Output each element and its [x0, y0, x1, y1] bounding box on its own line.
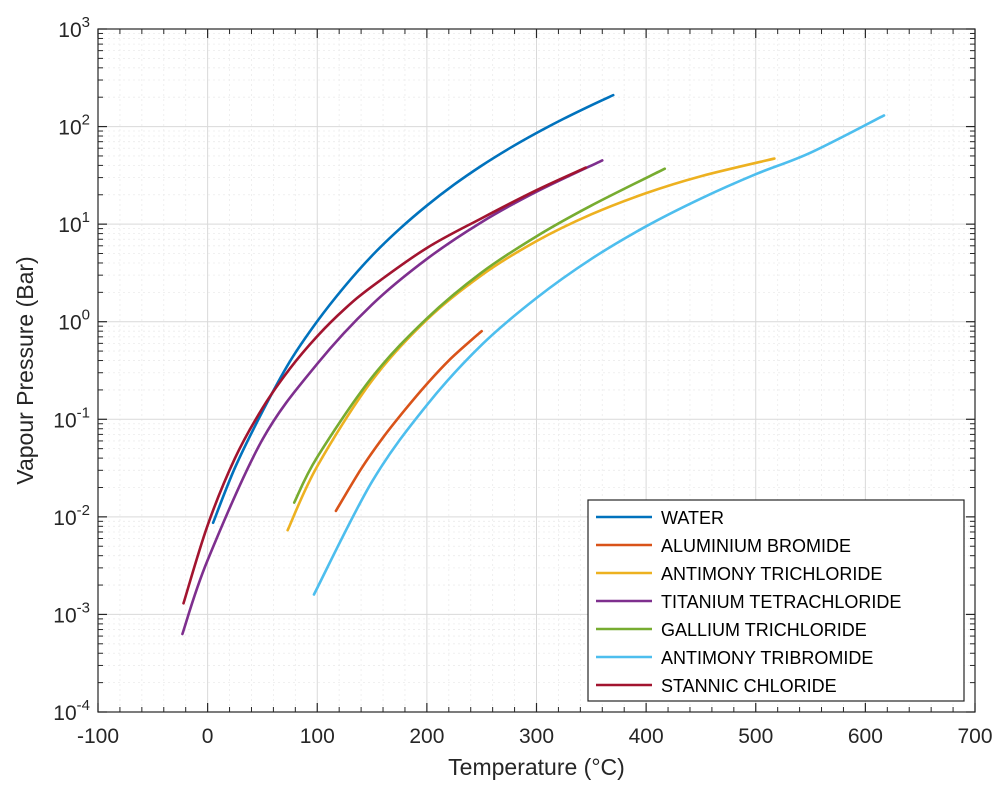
x-tick-label: 0 — [202, 725, 214, 748]
x-tick-label: 300 — [519, 725, 554, 748]
legend: WATER ALUMINIUM BROMIDE ANTIMONY TRICHLORI… — [587, 499, 965, 702]
series-line-antimony-trichloride — [286, 157, 776, 532]
x-tick-label: 500 — [738, 725, 773, 748]
series-line-aluminium-bromide — [334, 329, 483, 513]
ticks-layer — [97, 28, 976, 713]
y-tick-label: 100 — [58, 307, 90, 335]
x-axis-label: Temperature (°C) — [448, 754, 625, 780]
x-tick-label: 100 — [300, 725, 335, 748]
legend-label: ANTIMONY TRIBROMIDE — [661, 648, 873, 668]
x-tick-label: -100 — [77, 725, 119, 748]
y-tick-label: 10-4 — [53, 697, 90, 725]
tick-labels: -100 0 100 200 300 400 500 600 700 10-4 10-3 10-2 10… — [53, 14, 992, 748]
legend-label: ANTIMONY TRICHLORIDE — [661, 564, 882, 584]
legend-label: WATER — [661, 508, 724, 528]
legend-label: ALUMINIUM BROMIDE — [661, 536, 851, 556]
x-tick-label: 600 — [848, 725, 883, 748]
series-line-titanium-tetrachloride — [181, 159, 604, 636]
series-layer — [181, 93, 886, 636]
y-tick-label: 10-2 — [53, 502, 90, 530]
series-line-antimony-tribromide — [312, 114, 886, 596]
x-tick-label: 400 — [629, 725, 664, 748]
legend-label: TITANIUM TETRACHLORIDE — [661, 592, 901, 612]
legend-label: GALLIUM TRICHLORIDE — [661, 620, 867, 640]
x-tick-label: 200 — [409, 725, 444, 748]
y-tick-label: 103 — [58, 14, 90, 42]
x-tick-label: 700 — [957, 725, 992, 748]
y-tick-label: 102 — [58, 112, 90, 140]
series-line-stannic-chloride — [182, 166, 588, 605]
y-axis-label: Vapour Pressure (Bar) — [12, 256, 38, 484]
series-line-gallium-trichloride — [292, 167, 667, 504]
legend-label: STANNIC CHLORIDE — [661, 676, 837, 696]
y-tick-label: 101 — [58, 209, 90, 237]
y-tick-label: 10-3 — [53, 599, 90, 627]
y-tick-label: 10-1 — [53, 404, 90, 432]
